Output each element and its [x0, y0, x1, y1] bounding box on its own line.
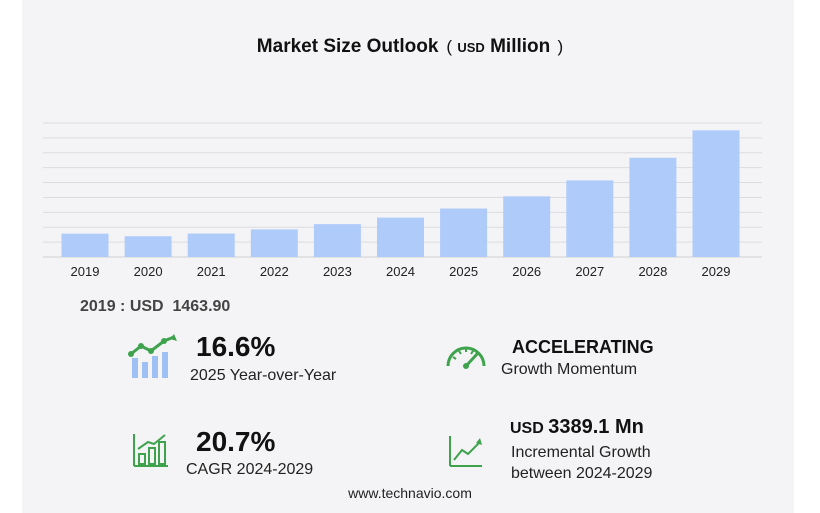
bar-2020: [124, 236, 172, 257]
line-growth-icon: [449, 436, 482, 467]
bar-chart: 2019 2020 2021 2022 2023 2024 2025 2026 2027 2028…: [43, 122, 762, 279]
bar-2021: [187, 233, 235, 257]
bar-growth-icon: [133, 434, 168, 467]
chart-title-text: Market Size Outlook: [256, 36, 439, 57]
unit-close-paren: ): [557, 37, 564, 56]
momentum-value: ACCELERATING: [512, 337, 654, 357]
x-tick-label: 2019: [71, 264, 100, 279]
yoy-label: 2025 Year-over-Year: [190, 367, 337, 384]
bar-2019: [61, 233, 109, 257]
base-value: 1463.90: [172, 298, 231, 315]
bar-2023: [313, 224, 361, 257]
incremental-value: USD 3389.1 Mn: [510, 416, 644, 439]
x-tick-label: 2020: [134, 264, 163, 279]
bar-2028: [629, 157, 677, 257]
cagr-value: 20.7%: [196, 426, 276, 457]
base-year-label: 2019 : USD: [80, 298, 164, 315]
cagr-label: CAGR 2024-2029: [186, 461, 314, 478]
bar-2027: [566, 180, 614, 257]
x-tick-label: 2023: [323, 264, 352, 279]
source-url: www.technavio.com: [348, 485, 472, 501]
speedometer-icon: [446, 346, 486, 369]
growth-chart-icon: [128, 334, 177, 378]
x-tick-label: 2025: [449, 264, 478, 279]
x-tick-label: 2024: [386, 264, 415, 279]
incremental-amount: 3389.1 Mn: [548, 416, 644, 438]
incremental-currency: USD: [510, 420, 544, 437]
momentum-label: Growth Momentum: [501, 361, 638, 378]
bar-2024: [377, 217, 424, 257]
unit-currency: USD: [457, 40, 485, 55]
unit-open-paren: (: [446, 37, 453, 56]
x-tick-label: 2022: [260, 264, 289, 279]
unit-scale: Million: [490, 36, 551, 57]
chart-title: Market Size Outlook ( USD Million ): [0, 36, 820, 58]
bar-2026: [503, 196, 551, 257]
x-tick-label: 2026: [512, 264, 541, 279]
base-year-value: 2019 : USD 1463.90: [80, 298, 230, 316]
bar-2025: [440, 208, 488, 257]
incremental-label-1: Incremental Growth: [511, 444, 651, 461]
bar-2029: [692, 130, 740, 257]
x-tick-label: 2021: [197, 264, 226, 279]
x-tick-label: 2028: [638, 264, 667, 279]
yoy-value: 16.6%: [196, 331, 276, 362]
x-tick-label: 2029: [702, 264, 731, 279]
x-tick-label: 2027: [575, 264, 604, 279]
bar-2022: [250, 229, 298, 257]
incremental-label-2: between 2024-2029: [511, 465, 653, 482]
